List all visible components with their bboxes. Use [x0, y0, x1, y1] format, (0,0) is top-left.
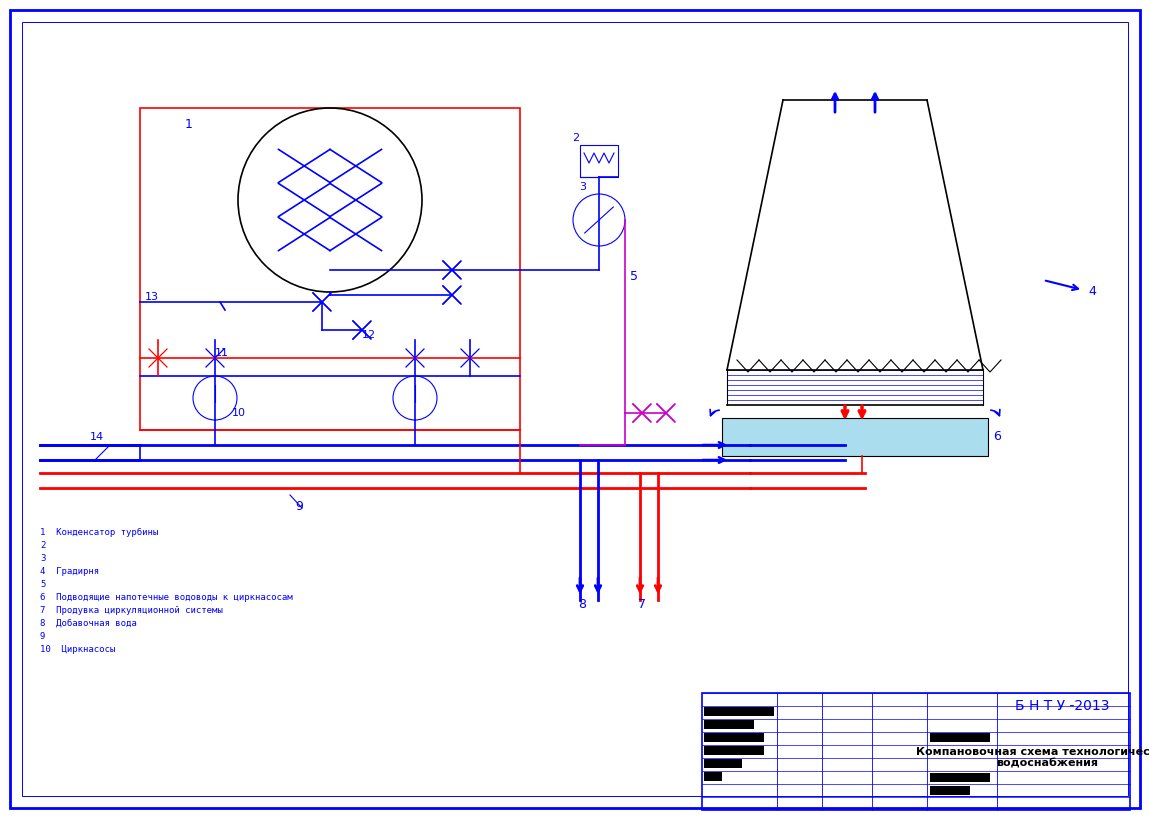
Text: 6  Подводящие напотечные водоводы к циркнасосам: 6 Подводящие напотечные водоводы к циркн… — [40, 593, 292, 602]
Text: 11: 11 — [215, 348, 229, 358]
Text: 13: 13 — [145, 292, 159, 302]
Bar — [580, 145, 618, 177]
Text: 6: 6 — [992, 430, 1000, 443]
Bar — [704, 720, 754, 729]
Bar — [702, 693, 1130, 810]
Text: 7  Продувка циркуляционной системы: 7 Продувка циркуляционной системы — [40, 606, 223, 615]
Text: 4  Градирня: 4 Градирня — [40, 567, 99, 576]
Text: 7: 7 — [638, 598, 646, 611]
Bar — [704, 759, 742, 768]
Text: 1: 1 — [185, 118, 193, 131]
Text: Б Н Т У -2013: Б Н Т У -2013 — [1014, 699, 1110, 713]
Bar — [704, 707, 774, 716]
Bar — [930, 733, 990, 742]
Bar — [930, 786, 969, 795]
Text: 1  Конденсатор турбины: 1 Конденсатор турбины — [40, 528, 159, 537]
Bar — [930, 773, 990, 782]
Text: 10: 10 — [232, 408, 246, 418]
Text: 4: 4 — [1088, 285, 1096, 298]
Text: 3: 3 — [578, 182, 586, 192]
Bar — [704, 733, 764, 742]
Text: Компановочная схема технологического
водоснабжения: Компановочная схема технологического вод… — [915, 747, 1150, 769]
Bar — [704, 746, 764, 755]
Text: 5: 5 — [630, 270, 638, 283]
Text: 12: 12 — [362, 330, 376, 340]
Text: 8  Добавочная вода: 8 Добавочная вода — [40, 619, 137, 628]
Bar — [722, 418, 988, 456]
Bar — [140, 108, 520, 430]
Text: 3: 3 — [40, 554, 45, 563]
Bar — [704, 772, 722, 781]
Text: 9: 9 — [40, 632, 45, 641]
Text: 9: 9 — [296, 500, 302, 513]
Text: 8: 8 — [578, 598, 586, 611]
Text: 2: 2 — [572, 133, 580, 143]
Text: 14: 14 — [90, 432, 105, 442]
Text: 5: 5 — [40, 580, 45, 589]
Text: 10  Циркнасосы: 10 Циркнасосы — [40, 645, 115, 654]
Text: 2: 2 — [40, 541, 45, 550]
